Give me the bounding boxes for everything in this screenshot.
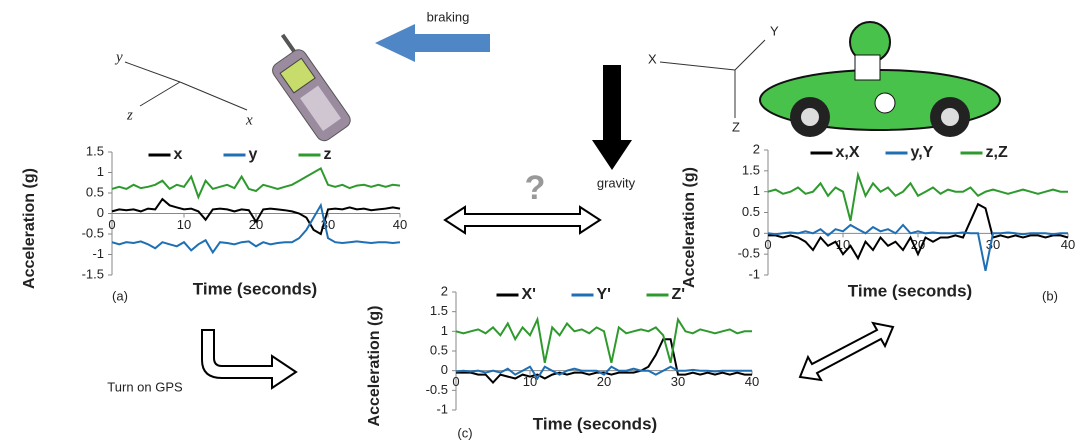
data-line	[768, 202, 1069, 261]
data-line	[455, 365, 752, 381]
legend-label: X'	[522, 286, 536, 303]
data-line	[767, 223, 1068, 271]
y-tick-label: -1	[748, 266, 760, 281]
axis-label: x	[245, 112, 253, 128]
legend-label: x,X	[836, 144, 860, 161]
x-tick-label: 30	[986, 237, 1000, 252]
panel-label: (a)	[112, 288, 128, 303]
y-tick-label: 1.5	[430, 303, 448, 318]
legend-label: z,Z	[986, 144, 1008, 161]
y-tick-label: -0.5	[82, 225, 104, 240]
y-tick-label: 0.5	[430, 342, 448, 357]
car-axes	[659, 39, 766, 118]
gravity-label: gravity	[597, 175, 636, 190]
x-axis-label: Time (seconds)	[533, 414, 657, 433]
braking-label: braking	[427, 9, 470, 24]
double-arrow	[443, 205, 602, 235]
y-tick-label: 2	[441, 283, 448, 298]
y-tick-label: 2	[753, 141, 760, 156]
car	[759, 21, 1001, 137]
legend-label: z	[324, 146, 332, 163]
x-tick-label: 10	[523, 374, 537, 389]
axis-label: Y	[770, 23, 779, 38]
y-tick-label: 1	[97, 164, 104, 179]
x-tick-label: 40	[745, 374, 759, 389]
x-tick-label: 10	[177, 217, 191, 232]
x-tick-label: 40	[393, 217, 407, 232]
y-tick-label: 1.5	[742, 162, 760, 177]
data-line	[456, 338, 752, 384]
y-tick-label: 1	[753, 183, 760, 198]
y-tick-label: -1	[92, 246, 104, 261]
y-tick-label: 0.5	[742, 204, 760, 219]
legend-label: Z'	[672, 286, 686, 303]
data-line	[111, 202, 401, 255]
y-tick-label: 1	[441, 323, 448, 338]
axis-label: Z	[732, 119, 740, 134]
x-tick-label: 20	[597, 374, 611, 389]
y-tick-label: -0.5	[738, 246, 760, 261]
legend-label: y	[249, 146, 258, 163]
y-axis-label: Acceleration (g)	[366, 306, 383, 427]
gravity-arrow	[592, 65, 632, 170]
data-line	[455, 316, 752, 364]
y-tick-label: -1	[436, 401, 448, 416]
braking-arrow	[375, 24, 490, 62]
turn-arrow	[201, 329, 298, 390]
legend-label: Y'	[597, 286, 611, 303]
panel-label: (c)	[457, 425, 472, 440]
x-tick-label: 0	[764, 237, 771, 252]
data-line	[111, 197, 401, 236]
legend-label: y,Y	[911, 144, 934, 161]
axis-label: z	[126, 107, 133, 123]
x-axis-label: Time (seconds)	[848, 281, 972, 300]
data-line	[111, 166, 401, 200]
phone-axes	[124, 61, 248, 111]
data-line	[767, 171, 1068, 222]
x-tick-label: 20	[249, 217, 263, 232]
y-tick-label: 1.5	[86, 143, 104, 158]
y-tick-label: -1.5	[82, 266, 104, 281]
x-tick-label: 40	[1061, 237, 1075, 252]
x-tick-label: 0	[452, 374, 459, 389]
y-axis-label: Acceleration (g)	[681, 167, 698, 288]
y-axis-label: Acceleration (g)	[21, 168, 38, 289]
y-tick-label: 0	[97, 205, 104, 220]
phone	[272, 33, 351, 142]
y-tick-label: 0	[753, 225, 760, 240]
y-tick-label: 0.5	[86, 184, 104, 199]
question-mark: ?	[525, 169, 546, 207]
y-tick-label: 0	[441, 362, 448, 377]
x-tick-label: 0	[108, 217, 115, 232]
double-arrow-diag	[798, 321, 895, 382]
axis-label: X	[648, 51, 657, 66]
y-tick-label: -0.5	[426, 382, 448, 397]
x-axis-label: Time (seconds)	[193, 279, 317, 298]
panel-label: (b)	[1042, 288, 1058, 303]
axis-label: y	[114, 49, 123, 65]
x-tick-label: 30	[671, 374, 685, 389]
legend-label: x	[174, 146, 183, 163]
gps-label: Turn on GPS	[107, 379, 183, 394]
